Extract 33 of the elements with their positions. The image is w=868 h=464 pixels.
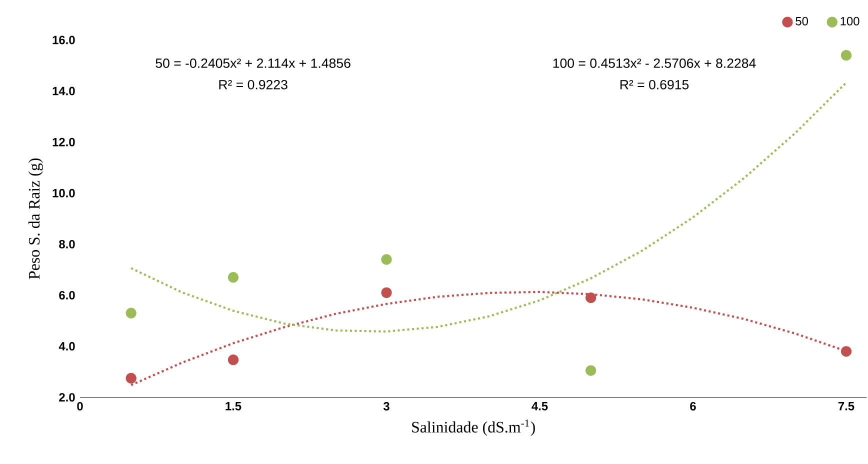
line-series	[130, 82, 848, 333]
y-tick-label: 6.0	[59, 291, 75, 300]
point	[228, 272, 239, 283]
point	[381, 287, 392, 298]
y-tick-label: 10.0	[52, 188, 75, 198]
y-tick-label: 12.0	[52, 138, 75, 146]
legend-label: 100	[840, 16, 860, 26]
y-tick-label: 14.0	[52, 86, 75, 96]
annotation: R² = 0.9223	[219, 80, 288, 90]
y-tick-label: 16.0	[52, 36, 75, 44]
point	[228, 354, 239, 366]
point	[126, 372, 136, 384]
x-axis-title: Salinidade (dS.m$^{-1}$)	[412, 420, 535, 436]
y-tick-label: 4.0	[58, 342, 75, 351]
point	[840, 346, 852, 357]
x-tick-label: 6	[690, 402, 696, 410]
point	[586, 292, 596, 304]
x-tick-label: 0	[77, 402, 83, 410]
y-tick-label: 8.0	[59, 240, 75, 248]
point	[126, 308, 136, 318]
annotation: 50 = -0.2405x² + 2.114x + 1.4856	[156, 58, 350, 68]
annotation: 100 = 0.4513x² - 2.5706x + 8.2284	[553, 58, 756, 68]
point	[381, 254, 392, 265]
y-axis-title: Peso S. da Raiz (g)	[28, 158, 43, 280]
point	[840, 50, 852, 61]
x-tick-label: 7.5	[838, 402, 854, 410]
point	[586, 365, 596, 376]
y-tick-label: 2.0	[59, 393, 75, 402]
annotation: R² = 0.6915	[620, 80, 689, 90]
x-tick-label: 4.5	[532, 402, 548, 410]
legend-label: 50	[796, 16, 808, 26]
x-tick-label: 3	[383, 402, 390, 410]
x-tick-label: 1.5	[226, 402, 242, 410]
